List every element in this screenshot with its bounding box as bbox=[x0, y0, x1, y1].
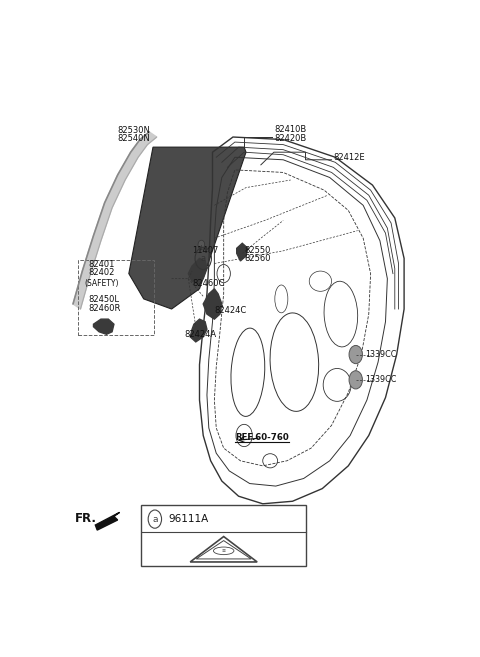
Text: 82550: 82550 bbox=[244, 246, 271, 256]
Circle shape bbox=[349, 371, 362, 389]
Polygon shape bbox=[94, 319, 114, 334]
Text: 82424C: 82424C bbox=[215, 306, 247, 315]
Polygon shape bbox=[129, 147, 246, 309]
Text: 82424A: 82424A bbox=[185, 330, 217, 339]
Text: 82460C: 82460C bbox=[192, 279, 225, 288]
Text: ≡: ≡ bbox=[222, 549, 226, 553]
Text: a: a bbox=[201, 254, 206, 263]
Polygon shape bbox=[190, 319, 207, 342]
Text: 82450L: 82450L bbox=[88, 296, 119, 304]
Text: 82540N: 82540N bbox=[118, 134, 150, 143]
Polygon shape bbox=[96, 512, 120, 530]
Text: REF.60-760: REF.60-760 bbox=[235, 432, 288, 442]
Text: FR.: FR. bbox=[75, 512, 97, 526]
Circle shape bbox=[198, 240, 204, 249]
Text: 82410B: 82410B bbox=[274, 125, 306, 135]
Text: 11407: 11407 bbox=[192, 246, 218, 256]
Text: 82412E: 82412E bbox=[334, 153, 365, 162]
FancyBboxPatch shape bbox=[141, 505, 306, 566]
Text: 82530N: 82530N bbox=[118, 126, 151, 135]
Polygon shape bbox=[203, 289, 222, 319]
Text: 82402: 82402 bbox=[88, 268, 114, 277]
Text: a: a bbox=[152, 514, 157, 524]
Polygon shape bbox=[73, 132, 156, 309]
Polygon shape bbox=[237, 243, 248, 261]
Text: 82420B: 82420B bbox=[274, 134, 306, 143]
Text: 82560: 82560 bbox=[244, 254, 271, 263]
Circle shape bbox=[349, 346, 362, 364]
Text: 1339CC: 1339CC bbox=[365, 350, 396, 359]
Text: 82460R: 82460R bbox=[88, 304, 120, 313]
Text: (SAFETY): (SAFETY) bbox=[84, 279, 119, 288]
Text: 82401: 82401 bbox=[88, 260, 114, 269]
Polygon shape bbox=[188, 258, 207, 284]
Text: 96111A: 96111A bbox=[168, 514, 208, 524]
Text: 1339CC: 1339CC bbox=[365, 375, 396, 384]
